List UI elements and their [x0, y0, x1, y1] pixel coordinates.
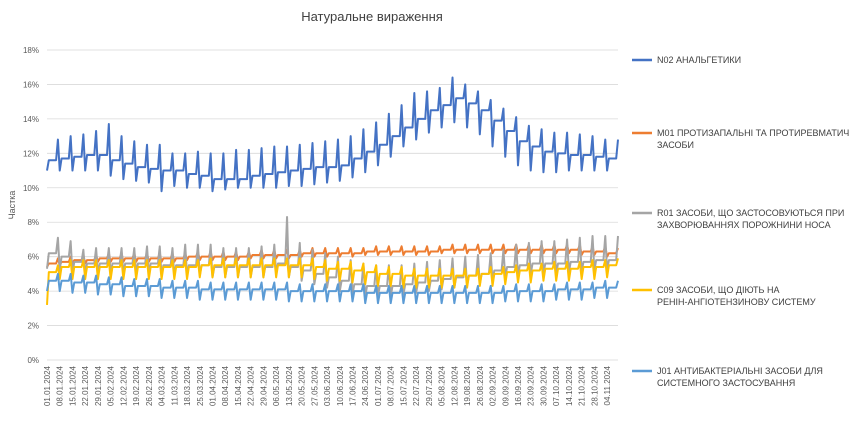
y-tick-label: 14%	[23, 115, 39, 124]
x-axis-ticks: 01.01.2024 08.01.2024 15.01.2024 22.01.2024…	[43, 365, 612, 406]
x-tick-label: 16.09.2024	[514, 365, 523, 406]
x-tick-label: 13.05.2024	[285, 365, 294, 406]
y-tick-label: 16%	[23, 80, 39, 89]
x-tick-label: 11.03.2024	[170, 365, 179, 405]
legend-label-3: C09 ЗАСОБИ, ЩО ДІЮТЬ НА РЕНІН-АНГІОТЕНЗИН…	[657, 285, 816, 307]
x-tick-label: 26.02.2024	[145, 365, 154, 406]
x-tick-label: 26.08.2024	[476, 365, 485, 406]
legend-label-0: N02 АНАЛЬГЕТИКИ	[657, 55, 741, 65]
x-tick-label: 19.08.2024	[463, 365, 472, 406]
legend: N02 АНАЛЬГЕТИКИ M01 ПРОТИЗАПАЛЬНІ ТА ПРОТ…	[632, 55, 850, 388]
x-tick-label: 08.01.2024	[56, 365, 65, 406]
series-lines	[46, 76, 619, 305]
x-tick-label: 23.09.2024	[527, 365, 536, 406]
x-tick-label: 20.05.2024	[298, 365, 307, 406]
x-tick-label: 05.02.2024	[107, 365, 116, 406]
y-tick-label: 0%	[27, 356, 39, 365]
series-line-1	[46, 243, 619, 268]
series-line-0	[46, 76, 619, 193]
x-tick-label: 08.04.2024	[221, 365, 230, 406]
x-tick-label: 15.07.2024	[399, 365, 408, 406]
series-line-2	[46, 216, 619, 298]
y-tick-label: 12%	[23, 149, 39, 158]
x-tick-label: 04.11.2024	[603, 365, 612, 405]
x-tick-label: 02.09.2024	[489, 365, 498, 406]
series-line-3	[46, 257, 619, 305]
x-tick-label: 06.05.2024	[272, 365, 281, 406]
x-tick-label: 25.03.2024	[196, 365, 205, 406]
y-tick-label: 6%	[27, 253, 39, 262]
legend-label-2: R01 ЗАСОБИ, ЩО ЗАСТОСОВУЮТЬСЯ ПРИ ЗАХВОРЮ…	[657, 208, 844, 230]
legend-label-1: M01 ПРОТИЗАПАЛЬНІ ТА ПРОТИРЕВМАТИЧНІ ЗАСО…	[657, 128, 850, 150]
x-tick-label: 12.02.2024	[119, 365, 128, 406]
x-tick-label: 15.04.2024	[234, 365, 243, 406]
gridlines	[47, 49, 618, 361]
x-tick-label: 19.02.2024	[132, 365, 141, 406]
x-tick-label: 27.05.2024	[310, 365, 319, 406]
x-tick-label: 28.10.2024	[590, 365, 599, 406]
x-tick-label: 30.09.2024	[539, 365, 548, 406]
y-tick-label: 8%	[27, 218, 39, 227]
x-tick-label: 14.10.2024	[565, 365, 574, 406]
chart-title: Натуральне вираження	[301, 9, 443, 24]
legend-label-4: J01 АНТИБАКТЕРІАЛЬНІ ЗАСОБИ ДЛЯ СИСТЕМНОГ…	[657, 366, 823, 388]
series-line-4	[46, 272, 619, 305]
y-axis-label: Частка	[7, 191, 17, 220]
x-tick-label: 01.04.2024	[208, 365, 217, 406]
y-tick-label: 18%	[23, 46, 39, 55]
y-tick-label: 10%	[23, 184, 39, 193]
x-tick-label: 29.04.2024	[259, 365, 268, 406]
x-tick-label: 18.03.2024	[183, 365, 192, 406]
x-tick-label: 24.06.2024	[361, 365, 370, 406]
x-tick-label: 12.08.2024	[450, 365, 459, 406]
x-tick-label: 01.07.2024	[374, 365, 383, 406]
x-tick-label: 22.01.2024	[81, 365, 90, 406]
y-tick-label: 4%	[27, 287, 39, 296]
x-tick-label: 29.07.2024	[425, 365, 434, 406]
x-tick-label: 07.10.2024	[552, 365, 561, 406]
x-tick-label: 09.09.2024	[501, 365, 510, 406]
y-axis-ticks: 0% 2% 4% 6% 8% 10% 12% 14% 16% 18%	[23, 46, 39, 365]
y-tick-label: 2%	[27, 322, 39, 331]
x-tick-label: 17.06.2024	[349, 365, 358, 406]
x-tick-label: 22.07.2024	[412, 365, 421, 406]
x-tick-label: 22.04.2024	[247, 365, 256, 406]
x-tick-label: 04.03.2024	[158, 365, 167, 406]
x-tick-label: 08.07.2024	[387, 365, 396, 406]
x-tick-label: 01.01.2024	[43, 365, 52, 406]
x-tick-label: 10.06.2024	[336, 365, 345, 406]
x-tick-label: 29.01.2024	[94, 365, 103, 406]
x-tick-label: 21.10.2024	[578, 365, 587, 406]
x-tick-label: 03.06.2024	[323, 365, 332, 406]
x-tick-label: 15.01.2024	[68, 365, 77, 406]
x-tick-label: 05.08.2024	[438, 365, 447, 406]
